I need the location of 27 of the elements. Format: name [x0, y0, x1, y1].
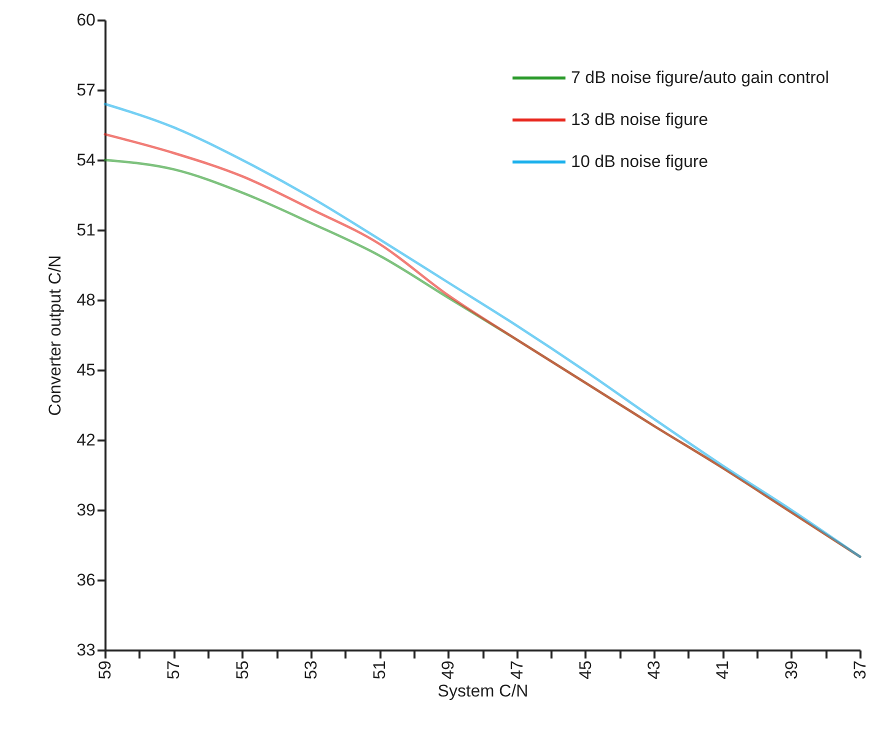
y-tick-label: 57: [76, 80, 96, 100]
x-tick-label: 37: [850, 660, 870, 680]
y-tick-label: 51: [76, 220, 96, 240]
x-tick-label: 57: [164, 660, 184, 680]
y-tick-label: 42: [76, 430, 96, 450]
x-tick-label: 41: [713, 660, 732, 680]
x-tick-label: 39: [782, 660, 801, 680]
y-tick-label: 48: [76, 290, 96, 310]
y-tick-label: 39: [76, 500, 96, 520]
y-axis-title: Converter output C/N: [46, 255, 65, 416]
x-tick-label: 45: [576, 660, 595, 680]
x-tick-label: 47: [507, 660, 526, 680]
legend-label: 10 dB noise figure: [571, 152, 708, 171]
y-tick-label: 60: [76, 10, 96, 30]
legend-label: 13 dB noise figure: [571, 110, 708, 129]
y-tick-label: 54: [76, 150, 96, 170]
x-axis-title: System C/N: [438, 681, 528, 700]
y-tick-label: 45: [76, 360, 96, 380]
x-tick-label: 55: [232, 660, 252, 680]
x-tick-label: 49: [438, 660, 458, 680]
y-tick-label: 33: [76, 640, 96, 660]
x-tick-label: 51: [370, 660, 390, 680]
x-tick-label: 43: [644, 660, 664, 680]
legend-label: 7 dB noise figure/auto gain control: [571, 68, 830, 87]
x-tick-label: 53: [301, 660, 320, 680]
y-tick-label: 36: [76, 570, 96, 590]
x-tick-label: 59: [96, 660, 114, 680]
